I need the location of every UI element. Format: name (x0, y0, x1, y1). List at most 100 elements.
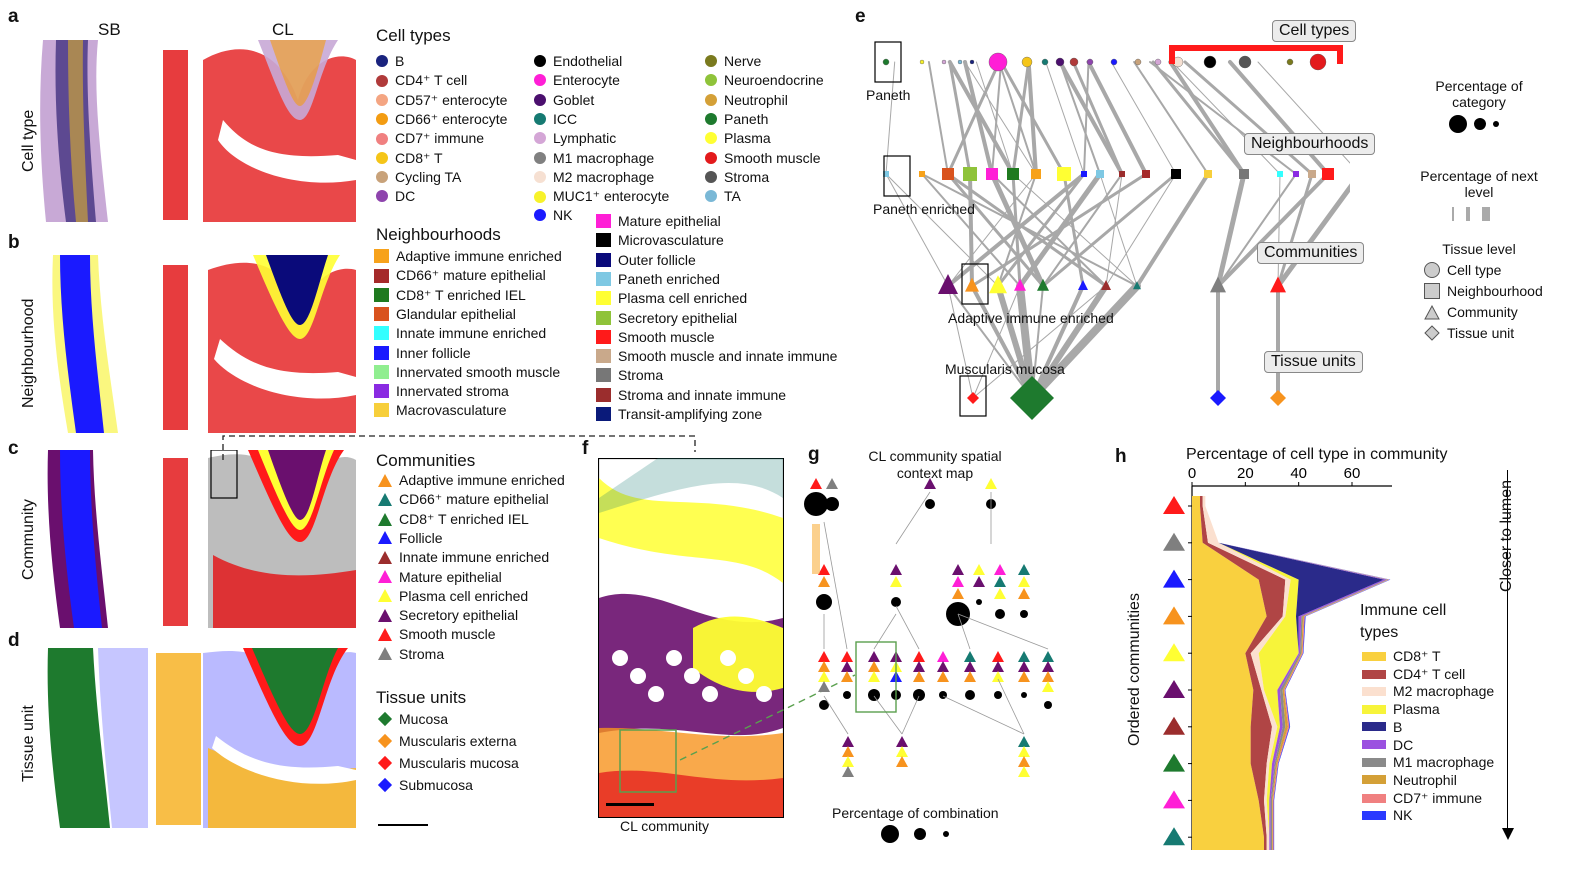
cell-type-item-label: ICC (553, 110, 578, 127)
lumen-gap (738, 668, 754, 684)
area-CD8⁺ T (1192, 496, 1267, 850)
community-marker (896, 736, 908, 747)
cell-type-item-label: Paneth (724, 110, 769, 127)
combination-node (995, 609, 1005, 619)
context-edge (873, 613, 897, 650)
neighbourhood-item: Stroma (596, 367, 663, 383)
x-tick-label: 60 (1344, 466, 1361, 482)
community-marker (952, 588, 964, 599)
cell-type-item-swatch (534, 209, 546, 222)
community-item: Adaptive immune enriched (378, 472, 565, 488)
combination-node (994, 691, 1002, 699)
community-marker (1018, 588, 1030, 599)
tree-edge (947, 285, 974, 399)
neighbourhood-item-swatch (374, 268, 389, 283)
community-marker (868, 671, 880, 682)
ordered-community-marker (1163, 569, 1185, 588)
neighbourhood-item-label: CD66⁺ mature epithelial (396, 267, 546, 284)
tree-edge (1217, 173, 1297, 287)
x-tick-label: 40 (1290, 466, 1307, 482)
zoom-connector-dashed (222, 435, 696, 460)
community-marker (1018, 651, 1030, 662)
cl-community-zoom-image (598, 458, 784, 818)
neighbourhood-item-label: Secretory epithelial (618, 309, 738, 326)
community-marker (1018, 564, 1030, 575)
community-marker (992, 661, 1004, 672)
cell-type-item: M2 macrophage (534, 169, 654, 185)
tree-edge (1086, 60, 1148, 176)
neighbourhood-node (1293, 171, 1299, 177)
community-item: Secretory epithelial (378, 607, 518, 623)
combination-node (965, 690, 975, 700)
community-item-label: Mature epithelial (399, 568, 502, 585)
neighbourhood-item-swatch (374, 326, 389, 341)
tree-edge (1105, 173, 1177, 287)
neighbourhood-item-swatch (374, 249, 389, 263)
tree-edge (972, 285, 1021, 399)
cell-type-item-swatch (705, 112, 717, 125)
community-marker (826, 478, 838, 489)
cell-type-item: B (376, 53, 404, 69)
lumen-gap (612, 650, 628, 666)
tree-edge (998, 61, 1037, 175)
community-item: Follicle (378, 530, 443, 546)
neighbourhood-item: Paneth enriched (596, 271, 720, 287)
cell-type-item-swatch (376, 55, 388, 67)
tree-edge (947, 173, 1037, 287)
tissue-unit-item-label: Muscularis externa (399, 733, 517, 749)
community-marker (994, 588, 1006, 599)
community-item: Mature epithelial (378, 569, 502, 585)
neighbourhood-item: Innate immune enriched (374, 325, 546, 341)
tree-edge (1275, 183, 1350, 289)
cell-type-node (882, 58, 890, 66)
community-marker (818, 671, 830, 682)
cell-type-node (969, 59, 975, 65)
context-edge (873, 695, 903, 735)
combination-node (825, 497, 839, 511)
cell-type-item: Nerve (705, 53, 761, 69)
tree-edge (1059, 61, 1101, 175)
cell-type-item-swatch (376, 94, 388, 107)
panel-letter-b: b (8, 232, 20, 253)
immune-legend-label: NK (1393, 807, 1413, 824)
combination-node (1020, 610, 1028, 618)
tissue-unit-item-swatch (377, 711, 393, 727)
cell-type-item: CD66⁺ enterocyte (376, 111, 507, 128)
lumen-gap (666, 650, 682, 666)
community-marker (1018, 661, 1030, 672)
lumen-gap (630, 668, 646, 684)
neighbourhood-item: Smooth muscle (596, 329, 714, 345)
tree-edge (1215, 171, 1247, 289)
combination-node (891, 597, 901, 607)
highlight-box-adaptive-immune (961, 263, 989, 305)
community-item: Innate immune enriched (378, 549, 549, 565)
highlight-box-paneth (874, 41, 902, 83)
ordered-community-marker (1163, 753, 1185, 772)
tree-edge (1028, 282, 1141, 402)
community-marker (973, 564, 985, 575)
community-item: CD8⁺ T enriched IEL (378, 511, 529, 528)
community-marker (1018, 756, 1030, 767)
community-item-label: Follicle (399, 529, 443, 546)
immune-legend-label: DC (1393, 736, 1414, 753)
community-marker (842, 736, 854, 747)
ordered-community-marker (1163, 606, 1185, 625)
lumen-gap (720, 650, 736, 666)
neighbourhood-item-label: Stroma (618, 367, 664, 384)
combination-node (819, 700, 829, 710)
neighbourhood-node (1171, 169, 1181, 179)
neighbourhood-node (919, 171, 925, 177)
neighbourhood-item-label: Smooth muscle (618, 328, 715, 345)
neighbourhood-item-swatch (374, 364, 389, 379)
tree-edge (1257, 61, 1350, 164)
tree-edge (1110, 61, 1177, 175)
tree-edge (927, 61, 949, 175)
area-CD4⁺ T cell (1200, 496, 1286, 850)
community-marker (868, 651, 880, 662)
tree-edge (991, 61, 1003, 175)
neighbourhood-item-label: Glandular epithelial (396, 305, 516, 322)
cell-type-node (1309, 53, 1327, 71)
cell-type-item-swatch (376, 113, 388, 126)
tree-edge (946, 172, 1045, 288)
legend-level-cell-type: Cell type (1424, 262, 1501, 278)
